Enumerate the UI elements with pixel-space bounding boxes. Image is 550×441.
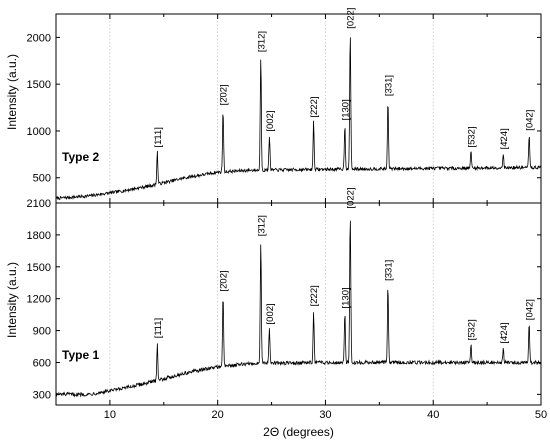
x-tick-label: 30 [319,409,331,421]
peak-label: [5̄32] [466,319,477,340]
peak-label: [130] [340,287,351,308]
panel-type-2: [1̄11] [2̄02] [3̄12] [002] [2̄22] [130] [022] [… [5,8,542,204]
y-tick-label: 900 [33,326,51,338]
x-axis: 10 20 30 40 50 [55,14,547,421]
peak-label: [042] [525,299,536,320]
x-tick-label: 10 [104,409,116,421]
x-axis-title: 2Θ (degrees) [263,425,334,439]
y-tick-label: 1500 [27,262,51,274]
peak-label: [5̄32] [466,126,477,147]
peak-label: [1̄11] [153,318,164,338]
peak-label: [3̄31] [383,75,394,96]
xrd-trace-type-1 [55,220,542,398]
y-tick-label: 1800 [27,230,51,242]
plot-frame-type-2 [55,13,542,204]
peak-label: [022] [346,8,357,29]
y-axis-title-type-1: Intensity (a.u.) [5,262,19,338]
peak-label: [2̄22] [309,96,320,117]
peak-label: [2̄02] [219,84,230,105]
peak-label: [2̄02] [219,270,230,291]
y-tick-label: 2000 [27,32,51,44]
peak-label: [3̄12] [256,31,267,52]
peak-label: [4̄24] [499,322,510,343]
peak-label: [130] [340,99,351,120]
y-tick-label: 600 [33,357,51,369]
x-tick-label: 50 [535,409,547,421]
peak-label: [002] [265,110,276,131]
panel-label-type-1: Type 1 [62,348,99,362]
xrd-trace-type-2 [55,37,542,201]
x-tick-label: 20 [212,409,224,421]
y-tick-label: 2100 [27,198,51,210]
y-axis-title-type-2: Intensity (a.u.) [5,54,19,130]
panel-type-1: [1̄11] [2̄02] [3̄12] [002] [2̄22] [130] [022] [… [5,187,542,406]
peak-label: [3̄31] [383,260,394,281]
peak-label: [002] [265,303,276,324]
peak-label: [1̄11] [153,127,164,147]
panel-label-type-2: Type 2 [62,150,99,164]
x-tick-label: 40 [427,409,439,421]
peak-label: [4̄24] [499,128,510,149]
peak-label: [042] [525,110,536,131]
y-tick-label: 500 [33,173,51,185]
plot-frame-type-1 [55,202,542,406]
y-tick-label: 1000 [27,126,51,138]
y-tick-label: 1500 [27,79,51,91]
peak-label: [3̄12] [256,215,267,236]
peak-label: [2̄22] [309,285,320,306]
y-tick-label: 1200 [27,294,51,306]
peak-label: [022] [346,187,357,208]
y-tick-label: 300 [33,389,51,401]
